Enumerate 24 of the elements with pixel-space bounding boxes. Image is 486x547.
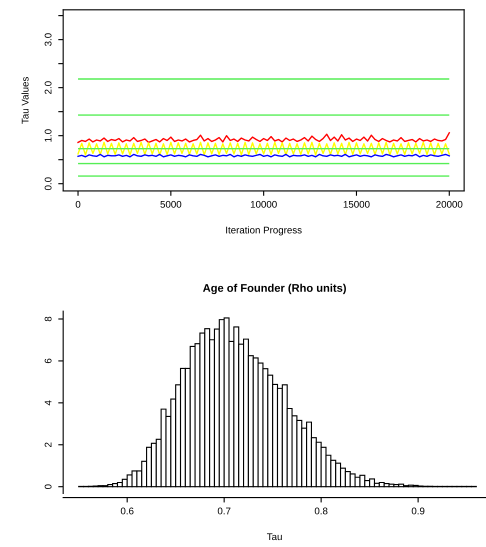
y-axis-title: Tau Values	[21, 77, 29, 124]
x-tick-label: 5000	[160, 200, 182, 208]
line-series	[77, 132, 450, 144]
x-axis-title: Iteration Progress	[226, 226, 302, 236]
x-tick-label: 0.9	[412, 508, 424, 514]
x-axis-title: Tau	[266, 533, 282, 540]
chart-title: Age of Founder (Rho units)	[202, 284, 346, 294]
x-tick-label: 0	[76, 200, 80, 208]
y-tick-label: 8	[44, 316, 52, 322]
x-tick-label: 20000	[436, 200, 462, 208]
x-tick-label: 0.6	[120, 508, 134, 514]
y-tick-label: 4	[44, 400, 52, 406]
x-tick-label: 0.7	[218, 508, 230, 514]
y-tick-label: 0	[44, 484, 52, 490]
x-tick-label: 0.8	[314, 508, 328, 514]
y-tick-label: 2.0	[44, 81, 52, 94]
y-tick-label: 0.0	[44, 177, 52, 190]
y-tick-label: 2	[44, 442, 52, 447]
x-tick-label: 10000	[250, 200, 277, 208]
y-tick-label: 3.0	[44, 33, 52, 46]
y-tick-label: 1.0	[44, 129, 52, 142]
x-tick-label: 15000	[344, 200, 370, 208]
y-tick-label: 6	[44, 358, 52, 364]
line-series	[77, 142, 450, 156]
